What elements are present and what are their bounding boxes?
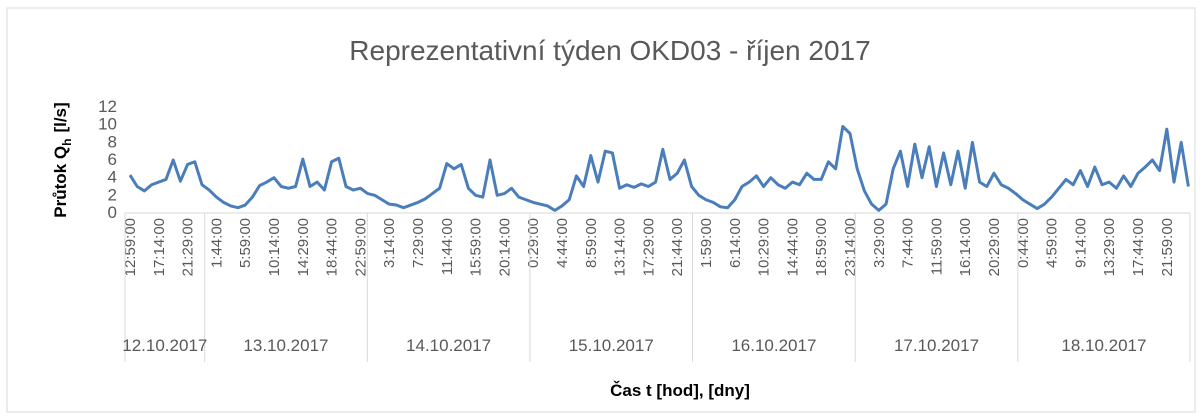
x-tick-label: 21:59:00 [1159,218,1176,276]
x-tick-label: 3:29:00 [871,218,888,268]
date-label: 14.10.2017 [406,336,491,355]
x-tick-label: 10:29:00 [756,218,773,276]
y-tick-label: 12 [98,97,117,116]
y-axis-label: Průtok Qh [l/s] [51,102,74,217]
date-label: 13.10.2017 [243,336,328,355]
x-tick-label: 17:29:00 [640,218,657,276]
y-tick-label: 6 [108,150,117,169]
x-tick-label: 11:59:00 [928,218,945,275]
x-tick-label: 23:14:00 [842,218,859,276]
y-tick-label: 8 [108,132,117,151]
x-tick-label: 0:44:00 [1015,218,1032,268]
date-label: 12.10.2017 [122,336,207,355]
y-tick-label: 10 [98,115,117,134]
x-tick-label: 1:44:00 [208,218,225,268]
x-tick-label: 4:44:00 [554,218,571,268]
x-tick-label: 11:44:00 [439,218,456,275]
x-tick-label: 20:14:00 [496,218,513,276]
x-tick-label: 6:14:00 [727,218,744,268]
y-tick-label: 2 [108,185,117,204]
x-tick-label: 13:29:00 [1101,218,1118,276]
x-tick-label: 20:29:00 [986,218,1003,276]
date-label: 18.10.2017 [1061,336,1146,355]
x-tick-label: 4:59:00 [1044,218,1061,268]
x-tick-label: 17:14:00 [151,218,168,276]
x-tick-label: 3:14:00 [381,218,398,268]
x-tick-label: 18:44:00 [324,218,341,276]
x-tick-label: 22:59:00 [352,218,369,276]
y-label-main: Průtok Q [51,146,70,218]
date-label: 16.10.2017 [731,336,816,355]
x-tick-label: 13:14:00 [612,218,629,276]
x-tick-label: 16:14:00 [957,218,974,276]
x-tick-label: 10:14:00 [266,218,283,276]
x-tick-label: 9:14:00 [1072,218,1089,268]
x-tick-label: 21:44:00 [669,218,686,276]
x-tick-label: 14:29:00 [295,218,312,276]
x-tick-label: 15:59:00 [468,218,485,276]
x-tick-label: 7:29:00 [410,218,427,268]
date-label: 15.10.2017 [569,336,654,355]
x-tick-label: 17:44:00 [1130,218,1147,276]
y-label-sub: h [60,139,74,146]
series-line [128,124,1190,212]
y-tick-label: 4 [108,168,117,187]
y-label-unit: [l/s] [51,102,70,132]
chart-title: Reprezentativní týden OKD03 - říjen 2017 [349,35,870,66]
x-tick-label: 0:29:00 [525,218,542,268]
x-tick-label: 1:59:00 [698,218,715,268]
x-tick-label: 14:44:00 [784,218,801,276]
x-tick-label: 21:29:00 [180,218,197,276]
x-tick-label: 18:59:00 [813,218,830,276]
x-tick-label: 12:59:00 [122,218,139,276]
x-tick-label: 8:59:00 [583,218,600,268]
x-tick-label: 7:44:00 [900,218,917,268]
x-tick-label: 5:59:00 [237,218,254,268]
date-label: 17.10.2017 [894,336,979,355]
y-tick-label: 0 [108,203,117,222]
x-axis-label: Čas t [hod], [dny] [610,381,750,400]
